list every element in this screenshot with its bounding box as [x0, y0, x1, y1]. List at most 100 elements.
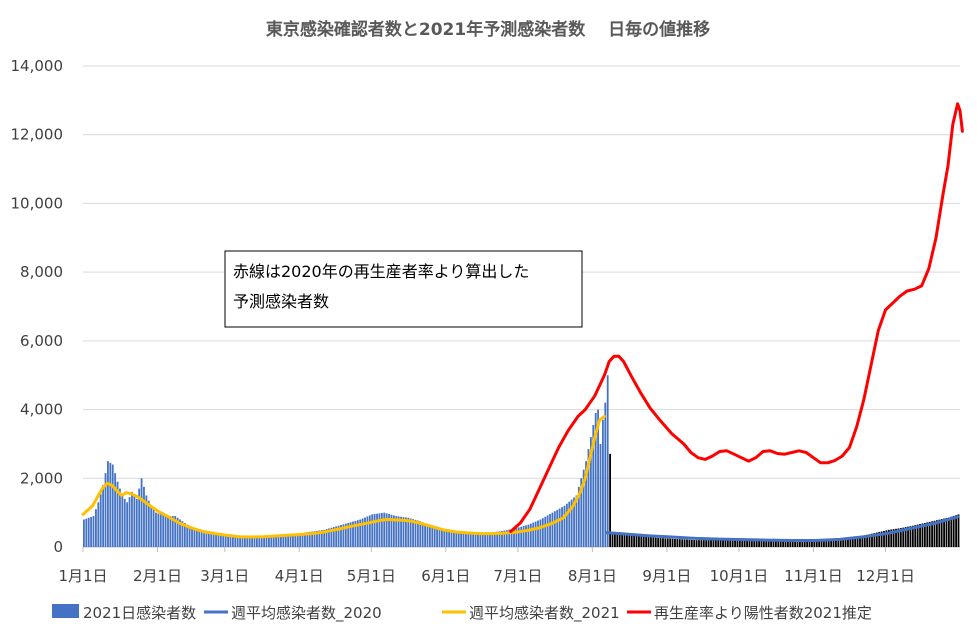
bar [890, 529, 893, 547]
x-tick-label: 3月1日 [200, 567, 249, 585]
bar [950, 516, 953, 547]
bar [522, 526, 525, 547]
bar [366, 516, 369, 547]
bar [424, 523, 426, 547]
bar [191, 528, 193, 547]
bar [412, 519, 414, 547]
bar [931, 521, 933, 547]
bar [140, 478, 143, 547]
bar [604, 402, 607, 547]
bar [258, 536, 261, 547]
bar [385, 513, 388, 547]
y-tick-label: 2,000 [20, 469, 63, 487]
bar [799, 540, 801, 547]
bar [621, 533, 624, 547]
bar [364, 517, 366, 547]
y-tick-label: 12,000 [11, 126, 64, 144]
bar [443, 529, 446, 547]
bar [349, 522, 352, 547]
bar [147, 500, 150, 547]
bar [820, 539, 823, 547]
bar [923, 522, 926, 547]
bar [104, 473, 107, 547]
bar [402, 517, 405, 547]
bar [722, 540, 724, 547]
bar [203, 533, 205, 547]
bar [198, 531, 201, 547]
bar [657, 537, 660, 547]
bar [589, 437, 592, 547]
bar [623, 533, 626, 547]
bar [421, 522, 424, 547]
x-tick-label: 9月1日 [642, 567, 691, 585]
bar [397, 516, 400, 547]
bar [558, 508, 561, 547]
bar [241, 536, 244, 547]
bar [419, 521, 422, 547]
bar [914, 525, 917, 547]
bar [719, 540, 722, 547]
bar [155, 512, 157, 547]
bar [469, 533, 472, 547]
bar [902, 527, 905, 547]
bar [90, 516, 93, 547]
bar [378, 513, 381, 547]
bar [789, 540, 792, 547]
bar [928, 521, 931, 547]
bar [616, 533, 619, 547]
bar [152, 509, 155, 547]
bar [765, 540, 768, 547]
bar [157, 513, 160, 547]
y-tick-label: 0 [53, 538, 63, 556]
bar [448, 530, 451, 547]
bar [102, 485, 105, 547]
bar [481, 533, 484, 547]
bar [284, 535, 287, 547]
bar [806, 540, 809, 547]
bar [143, 486, 145, 547]
bar [107, 461, 109, 547]
x-tick-label: 5月1日 [347, 567, 396, 585]
bar [383, 512, 386, 547]
bar [777, 540, 780, 547]
bar [772, 540, 775, 547]
bar [755, 540, 758, 547]
bar [236, 536, 239, 547]
bar [400, 516, 402, 547]
bar [414, 519, 417, 547]
bar [955, 515, 957, 547]
bar [354, 520, 357, 547]
bar [933, 520, 936, 547]
bar [577, 486, 580, 547]
bar [313, 531, 316, 547]
bar [736, 540, 739, 547]
bar [827, 539, 830, 547]
bar [678, 539, 681, 547]
bar [539, 519, 542, 547]
bar [693, 539, 696, 547]
bar [907, 526, 909, 547]
x-tick-label: 2月1日 [133, 567, 182, 585]
series-line [509, 102, 964, 533]
bar [878, 532, 881, 547]
bar [332, 527, 335, 547]
bar [885, 530, 888, 547]
bar [330, 527, 333, 547]
bar [513, 528, 515, 547]
bar [246, 536, 249, 547]
bar [791, 540, 794, 547]
bar [183, 522, 186, 547]
bar [195, 530, 198, 547]
bar [126, 502, 129, 547]
bar [109, 462, 112, 547]
bar [318, 530, 321, 547]
bar [681, 539, 684, 547]
series-bars [83, 375, 960, 547]
bar [541, 518, 544, 547]
bar [666, 538, 669, 547]
bar [503, 530, 506, 547]
bar [294, 533, 297, 547]
bar [815, 540, 818, 547]
bar [222, 536, 225, 547]
bar [544, 516, 547, 547]
